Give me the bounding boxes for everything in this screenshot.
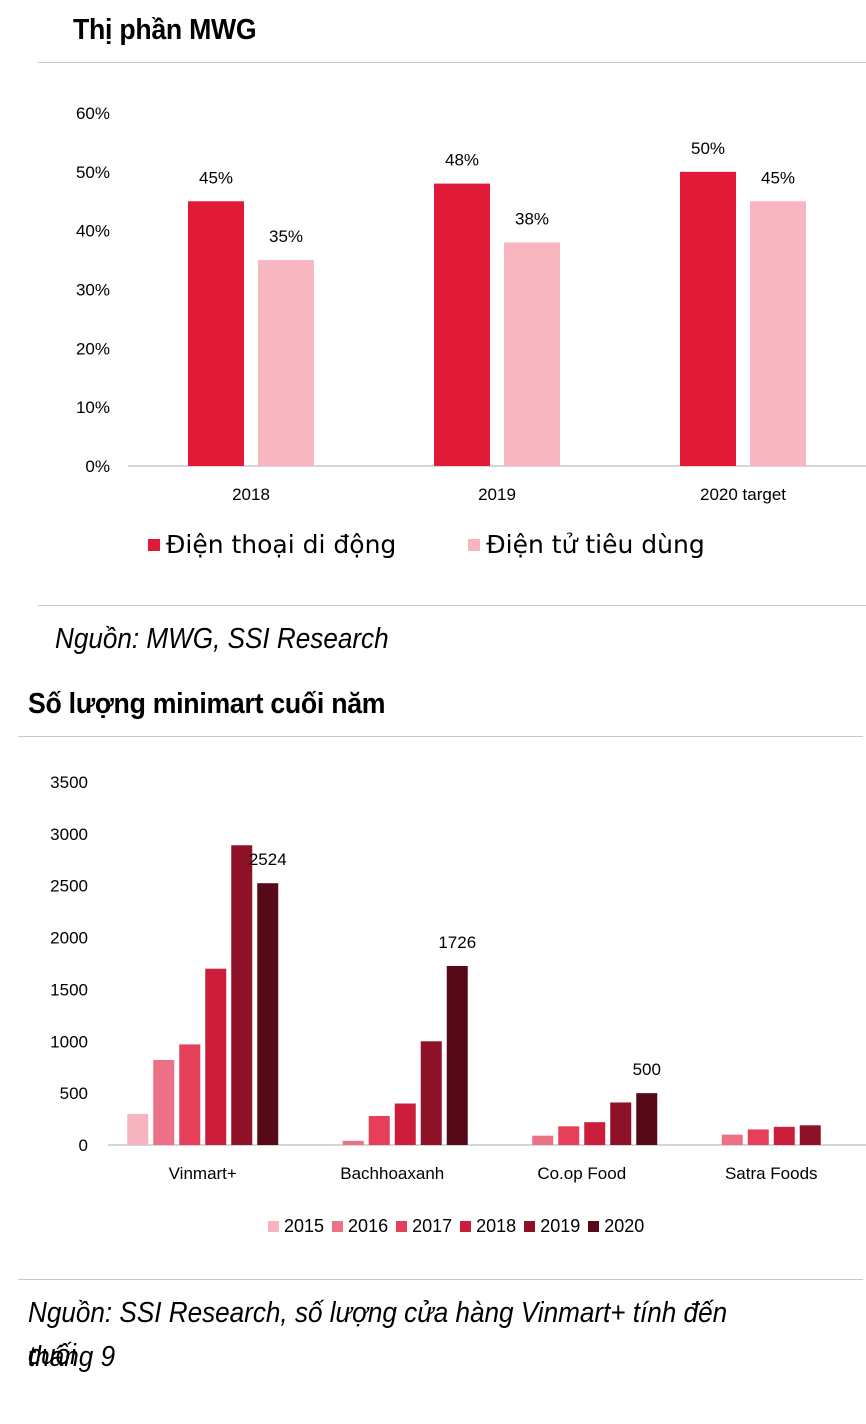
bar-co-op-food-2020 — [636, 1093, 658, 1145]
legend-label-2017: 2017 — [412, 1216, 453, 1236]
legend-swatch-2020 — [588, 1221, 600, 1232]
chart1-bottom-rule — [38, 605, 866, 606]
chart2-source-line2: tháng 9 — [28, 1341, 116, 1373]
legend-label-2018: 2018 — [476, 1216, 517, 1236]
bar-vinmart-2019 — [231, 845, 253, 1145]
legend-item-2018: 2018 — [460, 1216, 516, 1237]
x-tick-label: 2020 target — [700, 485, 786, 504]
legend-swatch-2016 — [332, 1221, 344, 1232]
legend-label-2015: 2015 — [284, 1216, 325, 1236]
chart2-bottom-rule — [18, 1279, 863, 1280]
x-tick-label: 2018 — [232, 485, 270, 504]
bar-bachhoaxanh-2018 — [394, 1103, 416, 1145]
y-tick-label: 0 — [79, 1136, 88, 1155]
bar-vinmart-2015 — [127, 1113, 149, 1145]
bar-bachhoaxanh-2019 — [420, 1041, 442, 1145]
chart2-top-rule — [18, 736, 863, 737]
y-tick-label: 3000 — [50, 825, 88, 844]
legend-label-2019: 2019 — [540, 1216, 581, 1236]
chart2-source-line1: Nguồn: SSI Research, số lượng cửa hàng V… — [28, 1297, 728, 1371]
y-tick-label: 60% — [76, 104, 110, 123]
data-label: 38% — [515, 209, 549, 228]
legend-label-electronics: Điện tử tiêu dùng — [486, 530, 705, 559]
bar-bachhoaxanh-2017 — [368, 1115, 390, 1145]
legend-label-2016: 2016 — [348, 1216, 389, 1236]
legend-swatch-2015 — [268, 1221, 279, 1232]
bar-2019-series-0 — [434, 183, 490, 466]
y-tick-label: 0% — [85, 457, 110, 476]
bar-co-op-food-2019 — [610, 1102, 632, 1145]
bar-satra-foods-2018 — [773, 1126, 795, 1145]
chart2-title: Số lượng minimart cuối năm — [28, 688, 386, 720]
bar-2018-series-0 — [188, 201, 244, 466]
chart2-legend: 2015 2016 2017 2018 2019 2020 — [268, 1216, 652, 1237]
data-label: 50% — [691, 139, 725, 158]
bar-bachhoaxanh-2020 — [446, 965, 468, 1145]
data-label: 35% — [269, 227, 303, 246]
y-tick-label: 20% — [76, 339, 110, 358]
y-tick-label: 3500 — [50, 773, 88, 792]
legend-item-electronics: Điện tử tiêu dùng — [468, 530, 705, 559]
x-tick-label: Bachhoaxanh — [340, 1164, 444, 1183]
legend-swatch-2019 — [524, 1221, 536, 1232]
bar-vinmart-2017 — [179, 1044, 201, 1145]
bar-co-op-food-2018 — [584, 1122, 606, 1145]
data-label: 1726 — [438, 933, 476, 952]
data-label: 45% — [761, 168, 795, 187]
bar-vinmart-2016 — [153, 1059, 175, 1145]
y-tick-label: 50% — [76, 163, 110, 182]
legend-item-2015: 2015 — [268, 1216, 324, 1237]
chart2-plot: 0 500 1000 1500 2000 2500 3000 3500 2524 Vinmart+… — [50, 773, 866, 1183]
bar-co-op-food-2016 — [532, 1135, 554, 1145]
bar-bachhoaxanh-2016 — [342, 1140, 364, 1145]
y-tick-label: 2500 — [50, 877, 88, 896]
chart1-plot: 0% 10% 20% 30% 40% 50% 60% 45% 35% 2018 48% 38% 2019… — [76, 104, 866, 504]
chart1-top-rule — [38, 62, 866, 63]
bar-2019-series-1 — [504, 242, 560, 466]
y-tick-label: 1000 — [50, 1032, 88, 1051]
legend-swatch-electronics — [468, 538, 481, 551]
bar-2018-series-1 — [258, 260, 314, 466]
bar-co-op-food-2017 — [558, 1126, 580, 1145]
y-tick-label: 40% — [76, 222, 110, 241]
bar-vinmart-2018 — [205, 968, 227, 1145]
x-tick-label: Satra Foods — [725, 1164, 818, 1183]
legend-label-2020: 2020 — [604, 1216, 645, 1236]
chart1-legend: Điện thoại di động Điện tử tiêu dùng — [148, 530, 705, 559]
data-label: 48% — [445, 151, 479, 170]
data-label: 2524 — [249, 850, 287, 869]
legend-item-2019: 2019 — [524, 1216, 580, 1237]
legend-swatch-2017 — [396, 1221, 408, 1232]
legend-item-2017: 2017 — [396, 1216, 452, 1237]
x-tick-label: Vinmart+ — [169, 1164, 237, 1183]
bar-vinmart-2020 — [257, 883, 279, 1145]
y-tick-label: 1500 — [50, 980, 88, 999]
y-tick-label: 30% — [76, 281, 110, 300]
x-tick-label: 2019 — [478, 485, 516, 504]
legend-item-2020: 2020 — [588, 1216, 644, 1237]
x-tick-label: Co.op Food — [537, 1164, 626, 1183]
legend-item-mobile: Điện thoại di động — [148, 530, 396, 559]
bar-2020-target-series-1 — [750, 201, 806, 466]
y-tick-label: 10% — [76, 398, 110, 417]
legend-label-mobile: Điện thoại di động — [166, 530, 397, 559]
chart1-title: Thị phần MWG — [73, 14, 257, 46]
y-tick-label: 2000 — [50, 929, 88, 948]
legend-item-2016: 2016 — [332, 1216, 388, 1237]
data-label: 45% — [199, 168, 233, 187]
bar-satra-foods-2016 — [721, 1134, 743, 1145]
bar-satra-foods-2019 — [799, 1125, 821, 1145]
y-tick-label: 500 — [60, 1084, 88, 1103]
data-label: 500 — [633, 1060, 661, 1079]
bar-2020-target-series-0 — [680, 171, 736, 467]
bar-satra-foods-2017 — [747, 1129, 769, 1145]
legend-swatch-2018 — [460, 1221, 472, 1232]
legend-swatch-mobile — [148, 538, 160, 551]
chart1-source: Nguồn: MWG, SSI Research — [55, 623, 389, 655]
